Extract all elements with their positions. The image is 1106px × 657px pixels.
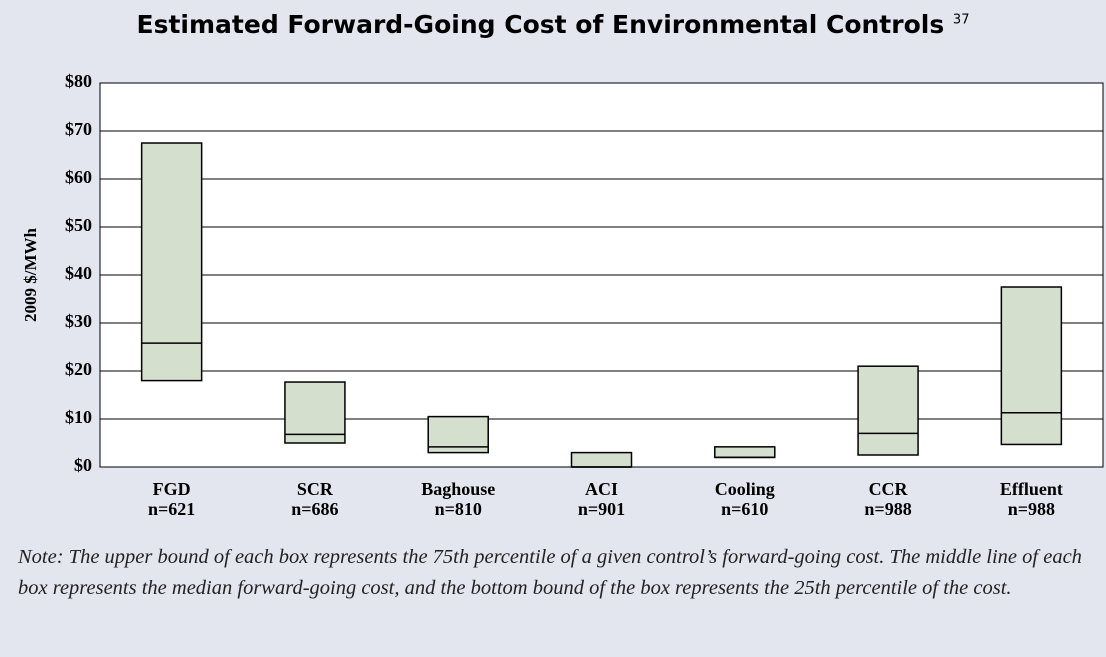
sample-size-label: n=988 <box>864 499 911 519</box>
x-tick-label: ACI <box>585 479 618 499</box>
y-tick-label: $50 <box>65 215 92 235</box>
y-tick-label: $0 <box>74 455 92 475</box>
y-tick-label: $80 <box>65 71 92 91</box>
y-tick-label: $70 <box>65 119 92 139</box>
x-tick-label: Baghouse <box>421 479 495 499</box>
box <box>714 446 776 459</box>
box <box>570 451 633 468</box>
box <box>857 365 919 456</box>
note: Note: The upper bound of each box repres… <box>18 546 1082 599</box>
y-tick-label: $40 <box>65 263 92 283</box>
y-tick-label: $30 <box>65 311 92 331</box>
x-tick-label: Cooling <box>715 479 775 499</box>
sample-size-label: n=610 <box>721 499 768 519</box>
sample-size-label: n=686 <box>291 499 338 519</box>
y-tick-label: $10 <box>65 407 92 427</box>
chart-title-block: Estimated Forward-Going Cost of Environm… <box>0 10 1106 39</box>
sample-size-label: n=810 <box>435 499 482 519</box>
y-axis-label: 2009 $/MWh <box>21 227 40 322</box>
y-tick-label: $20 <box>65 359 92 379</box>
x-tick-label: SCR <box>297 479 334 499</box>
x-tick-label: Effluent <box>1000 479 1063 499</box>
title-footnote: 37 <box>952 12 970 28</box>
box <box>284 381 346 444</box>
chart-title: Estimated Forward-Going Cost of Environm… <box>136 10 945 39</box>
sample-size-label: n=988 <box>1008 499 1055 519</box>
x-tick-label: FGD <box>153 479 191 499</box>
box <box>140 142 203 382</box>
x-tick-label: CCR <box>869 479 909 499</box>
box <box>1000 286 1063 446</box>
chart: 2009 $/MWh $0 $10 $20 $30 $40 $50 $60 $70 $80 FGD… <box>21 71 1104 519</box>
sample-size-label: n=901 <box>578 499 625 519</box>
y-tick-label: $60 <box>65 167 92 187</box>
sample-size-label: n=621 <box>148 499 195 519</box>
